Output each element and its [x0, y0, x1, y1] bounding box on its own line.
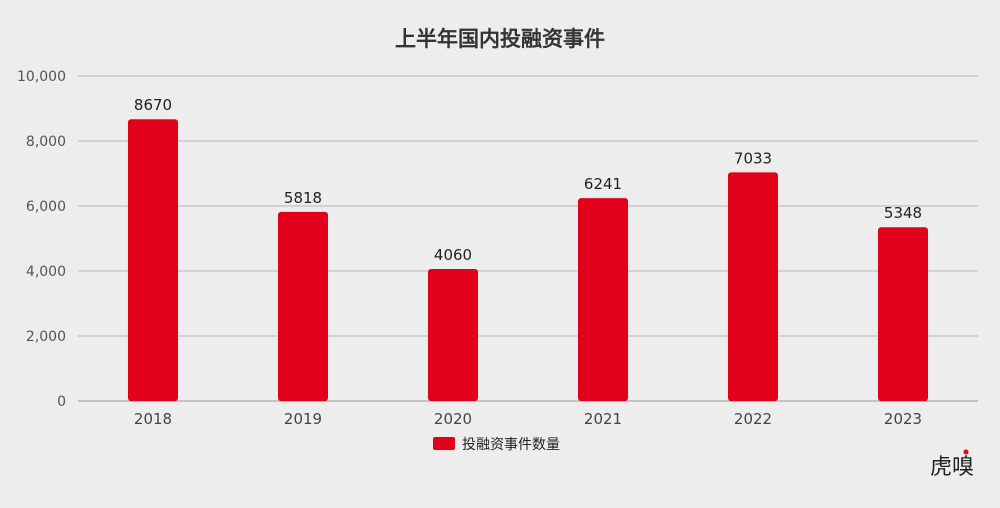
x-tick-label: 2020 [434, 410, 472, 428]
y-tick-label: 10,000 [17, 69, 66, 85]
bar [728, 172, 778, 401]
logo-text: 虎嗅 [930, 455, 974, 480]
legend-label: 投融资事件数量 [462, 437, 560, 453]
y-tick-label: 8,000 [26, 134, 66, 150]
y-tick-label: 4,000 [26, 264, 66, 280]
x-tick-label: 2021 [584, 410, 622, 428]
data-label: 7033 [734, 149, 772, 167]
data-label: 8670 [134, 96, 172, 114]
logo-accent-dot [963, 449, 969, 455]
x-tick-label: 2018 [134, 410, 172, 428]
y-tick-label: 0 [57, 394, 66, 410]
x-tick-label: 2019 [284, 410, 322, 428]
bar [278, 211, 328, 401]
data-label: 4060 [434, 246, 472, 264]
huxiu-logo: 虎嗅 [930, 449, 974, 480]
y-tick-label: 2,000 [26, 329, 66, 345]
bar [878, 227, 928, 401]
bar [428, 269, 478, 401]
gridlines [78, 75, 978, 402]
data-label: 5348 [884, 204, 922, 222]
data-labels: 8670 5818 4060 6241 7033 5348 [134, 96, 922, 264]
bar [578, 198, 628, 401]
data-label: 6241 [584, 175, 622, 193]
chart-title: 上半年国内投融资事件 [395, 27, 605, 51]
y-tick-label: 6,000 [26, 199, 66, 215]
x-tick-label: 2022 [734, 410, 772, 428]
data-label: 5818 [284, 189, 322, 207]
legend-swatch [433, 437, 455, 450]
bars [128, 119, 928, 401]
y-axis-ticks: 0 2,000 4,000 6,000 8,000 10,000 [17, 69, 66, 410]
legend: 投融资事件数量 [433, 437, 560, 453]
x-axis-ticks: 2018 2019 2020 2021 2022 2023 [134, 410, 922, 428]
bar [128, 119, 178, 401]
x-tick-label: 2023 [884, 410, 922, 428]
